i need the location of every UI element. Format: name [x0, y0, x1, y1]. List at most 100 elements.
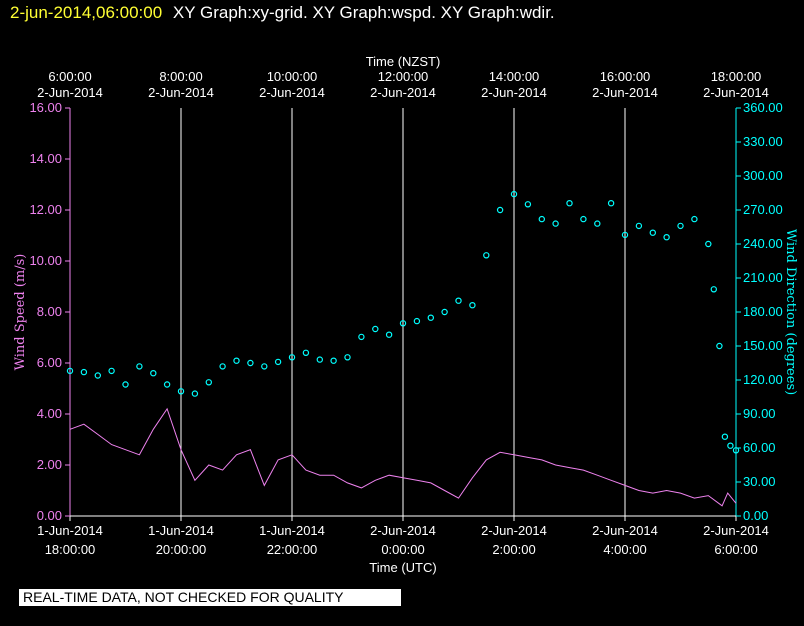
right-tick-label: 360.00: [743, 100, 783, 115]
right-tick-label: 270.00: [743, 202, 783, 217]
right-tick-label: 210.00: [743, 270, 783, 285]
wind-direction-point: [358, 333, 365, 341]
wind-direction-point: [716, 342, 723, 350]
graph-header: 2-jun-2014,06:00:00 XY Graph:xy-grid. XY…: [10, 3, 555, 23]
top-tick-time: 16:00:00: [600, 69, 651, 84]
right-tick-label: 120.00: [743, 372, 783, 387]
bottom-tick-time: 20:00:00: [156, 542, 207, 557]
top-tick-time: 12:00:00: [378, 69, 429, 84]
wind-speed-series: [69, 407, 737, 507]
bottom-tick-time: 0:00:00: [381, 542, 424, 557]
wind-direction-point: [413, 317, 421, 325]
top-tick-date: 2-Jun-2014: [370, 85, 436, 100]
wind-direction-point: [219, 363, 226, 370]
wind-direction-point: [727, 442, 734, 449]
wind-direction-point: [510, 190, 518, 198]
top-axis-title: Time (NZST): [366, 54, 441, 69]
wind-direction-point: [427, 314, 434, 321]
wind-direction-point: [177, 388, 185, 395]
left-tick-label: 0.00: [37, 508, 62, 523]
wind-direction-point: [649, 229, 657, 236]
left-axis-title: Wind Speed (m/s): [13, 254, 28, 371]
wind-direction-point: [580, 215, 587, 223]
wind-direction-point: [372, 325, 379, 333]
left-tick-label: 12.00: [29, 202, 62, 217]
grid-lines: [69, 108, 737, 516]
wind-direction-point: [150, 370, 157, 377]
wind-direction-point: [663, 233, 670, 241]
wind-direction-point: [94, 372, 102, 379]
wind-direction-point: [205, 379, 212, 386]
right-tick-label: 0.00: [743, 508, 768, 523]
wind-direction-point: [469, 302, 476, 309]
left-tick-label: 14.00: [29, 151, 62, 166]
wind-direction-point: [288, 354, 296, 361]
bottom-axis-title: Time (UTC): [369, 560, 436, 575]
wind-direction-point: [496, 206, 504, 214]
wind-direction-point: [261, 363, 268, 370]
wind-direction-point: [483, 252, 490, 259]
wind-direction-point: [607, 199, 615, 207]
left-tick-label: 10.00: [29, 253, 62, 268]
top-tick-date: 2-Jun-2014: [37, 85, 103, 100]
wind-direction-point: [552, 220, 559, 227]
bottom-tick-time: 22:00:00: [267, 542, 318, 557]
top-tick-date: 2-Jun-2014: [592, 85, 658, 100]
bottom-tick-date: 1-Jun-2014: [37, 523, 103, 538]
axis-labels: Time (NZST) Time (UTC) Wind Speed (m/s) …: [13, 54, 798, 575]
wind-direction-point: [691, 215, 698, 223]
right-tick-label: 150.00: [743, 338, 783, 353]
wind-direction-point: [66, 367, 74, 375]
header-title: XY Graph:xy-grid. XY Graph:wspd. XY Grap…: [172, 3, 555, 22]
left-tick-label: 4.00: [37, 406, 62, 421]
top-tick-time: 18:00:00: [711, 69, 762, 84]
top-tick-date: 2-Jun-2014: [703, 85, 769, 100]
wind-direction-point: [191, 390, 199, 397]
wind-direction-point: [80, 368, 88, 376]
left-tick-label: 16.00: [29, 100, 62, 115]
header-timestamp: 2-jun-2014,06:00:00: [10, 3, 163, 22]
wind-direction-point: [455, 297, 462, 304]
wind-direction-point: [594, 220, 601, 227]
left-tick-label: 8.00: [37, 304, 62, 319]
wind-direction-point: [538, 215, 546, 223]
wind-direction-point: [621, 231, 629, 239]
wind-speed-line: [69, 407, 737, 507]
left-tick-label: 6.00: [37, 355, 62, 370]
wind-direction-point: [233, 357, 240, 364]
quality-disclaimer: REAL-TIME DATA, NOT CHECKED FOR QUALITY: [19, 589, 401, 606]
right-tick-label: 330.00: [743, 134, 783, 149]
bottom-tick-date: 2-Jun-2014: [592, 523, 658, 538]
wind-direction-point: [122, 381, 129, 388]
wind-direction-point: [163, 381, 171, 388]
wind-direction-point: [316, 356, 323, 363]
right-axis-title: Wind Direction (degrees): [783, 229, 798, 395]
bottom-tick-time: 6:00:00: [714, 542, 757, 557]
wind-direction-point: [524, 201, 532, 208]
wind-direction-point: [247, 359, 254, 367]
top-tick-time: 8:00:00: [159, 69, 202, 84]
right-tick-label: 300.00: [743, 168, 783, 183]
bottom-tick-time: 4:00:00: [603, 542, 646, 557]
wind-direction-point: [136, 363, 143, 370]
wind-direction-point: [108, 367, 115, 375]
wind-direction-point: [566, 199, 573, 207]
wind-direction-point: [344, 354, 351, 361]
bottom-tick-date: 2-Jun-2014: [370, 523, 436, 538]
right-tick-label: 30.00: [743, 474, 776, 489]
bottom-tick-time: 18:00:00: [45, 542, 96, 557]
wind-direction-point: [385, 331, 393, 338]
right-tick-label: 240.00: [743, 236, 783, 251]
wind-direction-point: [302, 349, 310, 356]
wind-direction-point: [274, 358, 282, 366]
right-tick-label: 180.00: [743, 304, 783, 319]
wind-direction-point: [635, 222, 643, 230]
bottom-tick-date: 1-Jun-2014: [148, 523, 214, 538]
wind-direction-point: [710, 286, 718, 293]
top-tick-date: 2-Jun-2014: [481, 85, 547, 100]
top-tick-time: 10:00:00: [267, 69, 318, 84]
left-tick-label: 2.00: [37, 457, 62, 472]
bottom-tick-time: 2:00:00: [492, 542, 535, 557]
top-tick-time: 6:00:00: [48, 69, 91, 84]
top-tick-date: 2-Jun-2014: [259, 85, 325, 100]
